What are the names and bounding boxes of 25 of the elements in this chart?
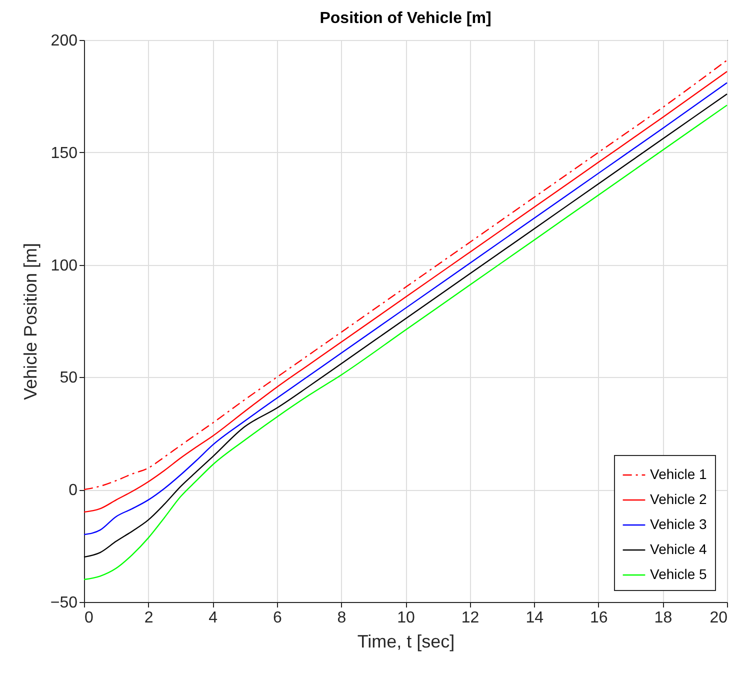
y-axis-title: Vehicle Position [m] xyxy=(20,242,40,400)
x-tick-label: 8 xyxy=(337,610,346,626)
legend-label: Vehicle 5 xyxy=(650,566,708,582)
x-tick-label: 20 xyxy=(710,610,728,626)
legend-label: Vehicle 1 xyxy=(650,466,708,482)
x-tick-label: 4 xyxy=(208,610,218,626)
legend-label: Vehicle 3 xyxy=(650,516,708,532)
x-tick-label: 18 xyxy=(654,610,672,626)
y-tick-label: 50 xyxy=(60,370,78,387)
x-tick-label: 6 xyxy=(272,610,282,626)
y-tick-label: 100 xyxy=(50,257,78,274)
legend-label: Vehicle 2 xyxy=(650,491,708,507)
x-tick-label: 12 xyxy=(461,610,480,626)
y-tick-label: 200 xyxy=(50,32,78,50)
x-tick-label: 10 xyxy=(397,610,415,626)
x-tick-label: 16 xyxy=(590,610,608,626)
x-axis-title: Time, t [sec] xyxy=(357,632,455,652)
x-tick-label: 14 xyxy=(526,610,544,626)
x-tick-label: 0 xyxy=(84,610,94,626)
chart-title: Position of Vehicle [m] xyxy=(320,10,492,27)
legend-label: Vehicle 4 xyxy=(650,541,708,557)
y-tick-label: 0 xyxy=(68,482,78,500)
y-tick-label: −50 xyxy=(50,594,78,612)
y-tick-label: 150 xyxy=(50,144,78,162)
x-tick-label: 2 xyxy=(144,610,154,626)
